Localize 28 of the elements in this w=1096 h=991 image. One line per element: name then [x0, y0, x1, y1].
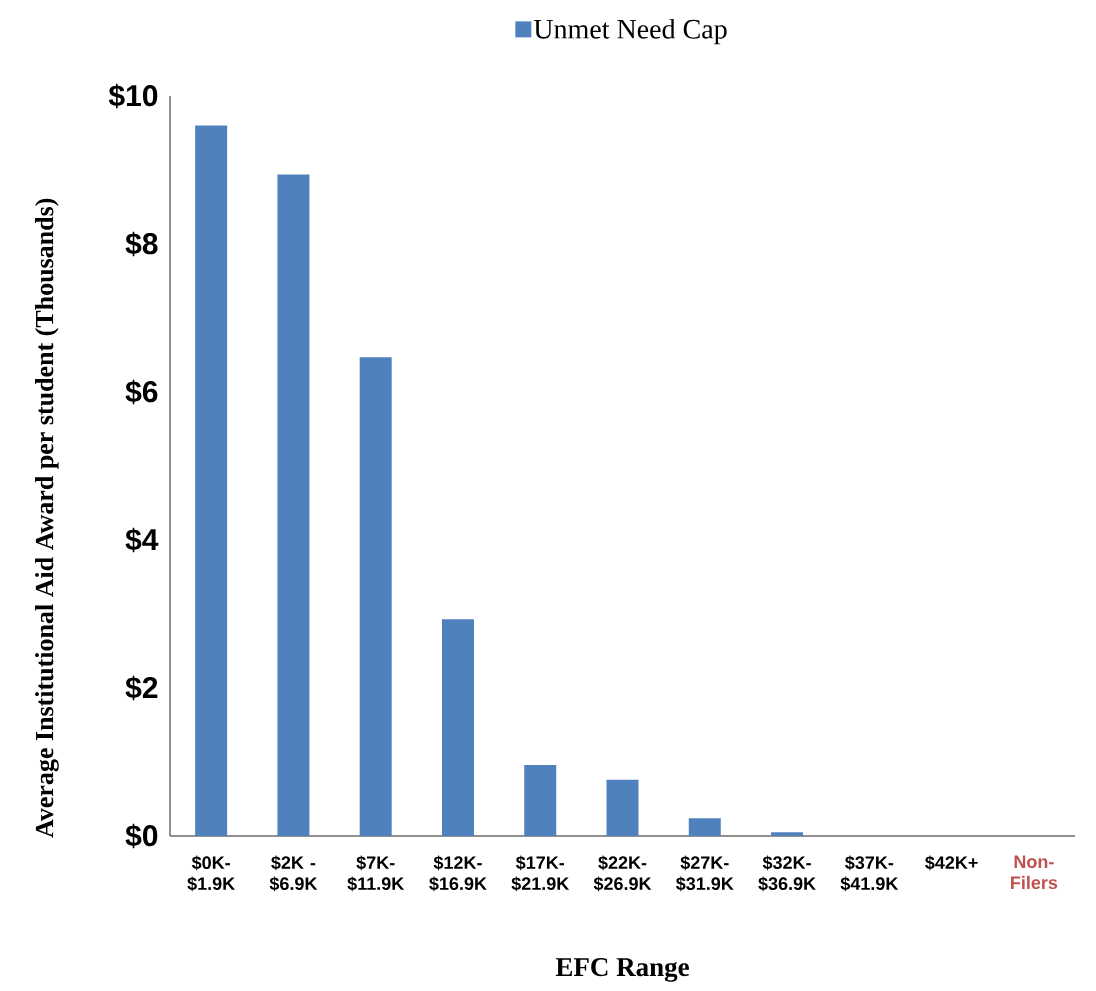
x-axis-title: EFC Range: [555, 958, 689, 982]
legend-label: Unmet Need Cap: [533, 18, 727, 45]
bar: [277, 174, 310, 836]
x-tick-label: $17K-$21.9K: [511, 855, 570, 892]
x-tick-label: Non-Filers: [1011, 855, 1058, 890]
y-tick-label: $8: [125, 231, 158, 257]
x-tick-label: $22K-$26.9K: [593, 855, 652, 892]
bar: [195, 125, 228, 836]
y-tick-label: $4: [125, 527, 159, 553]
bar: [606, 779, 639, 836]
x-tick-label: $37K-$41.9K: [840, 855, 899, 892]
y-tick-label: $2: [125, 675, 158, 701]
x-tick-label: $0K-$1.9K: [187, 855, 235, 892]
bar: [524, 764, 557, 836]
x-tick-label: $12K-$16.9K: [429, 855, 487, 892]
bar: [441, 619, 474, 836]
x-tick-label: $27K-$31.9K: [676, 855, 734, 892]
bar: [359, 357, 392, 836]
bar: [771, 832, 804, 836]
x-tick-label: $42K+: [925, 855, 978, 871]
y-tick-label: $10: [108, 83, 158, 109]
x-tick-label: $32K-$36.9K: [758, 855, 816, 892]
bar: [688, 818, 721, 836]
x-tick-label: $2K - $6.9K: [269, 855, 318, 892]
y-tick-label: $0: [125, 823, 158, 849]
y-axis-title: Average Institutional Aid Award per student (Thousands): [35, 198, 59, 838]
x-tick-label: $7K-$11.9K: [347, 855, 405, 892]
y-tick-label: $6: [125, 379, 158, 405]
